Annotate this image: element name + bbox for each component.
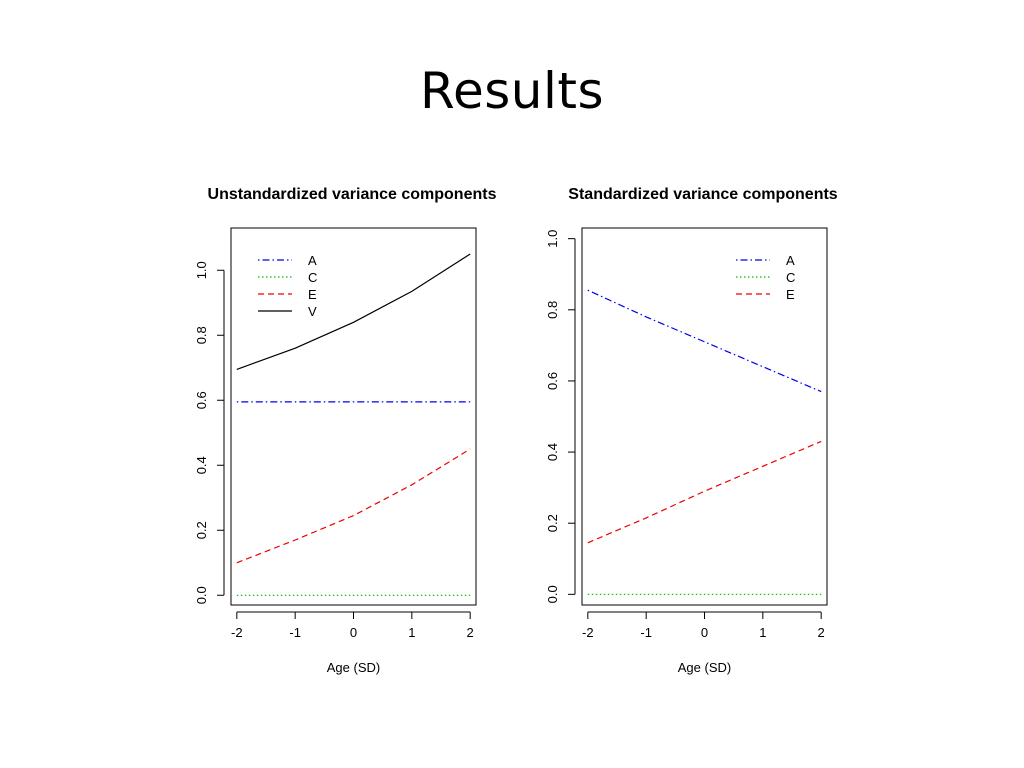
- chart1-legend-label-e: E: [308, 287, 317, 302]
- chart2-x-tick-label: 1: [759, 625, 766, 640]
- chart1-title: Unstandardized variance components: [208, 186, 497, 203]
- chart1-y-tick-label: 0.8: [194, 326, 209, 344]
- chart2-legend-label-e: E: [786, 287, 795, 302]
- chart2-title: Standardized variance components: [568, 186, 838, 203]
- chart2-y-tick-label: 0.8: [545, 301, 560, 319]
- chart1-y-tick-label: 0.0: [194, 586, 209, 604]
- chart1-y-tick-label: 0.6: [194, 391, 209, 409]
- chart2-x-tick-label: 0: [701, 625, 708, 640]
- chart1-x-tick-label: -2: [231, 625, 243, 640]
- chart2-y-tick-label: 0.6: [545, 372, 560, 390]
- chart2-x-tick-label: -1: [640, 625, 652, 640]
- chart1-x-tick-label: 0: [350, 625, 357, 640]
- chart1-x-tick-label: -1: [289, 625, 301, 640]
- slide-title: Results: [419, 62, 605, 120]
- chart2-y-tick-label: 0.4: [545, 443, 560, 461]
- chart2-legend-label-a: A: [786, 253, 795, 268]
- chart1-y-tick-label: 1.0: [194, 261, 209, 279]
- chart1-plot-frame: [230, 227, 477, 606]
- chart1-y-tick-label: 0.4: [194, 456, 209, 474]
- chart2-x-tick-label: 2: [818, 625, 825, 640]
- chart1-y-tick-label: 0.2: [194, 521, 209, 539]
- chart1-series-e-line: [236, 448, 471, 564]
- chart1-legend-label-v: V: [308, 304, 317, 319]
- chart1-legend-label-a: A: [308, 253, 317, 268]
- chart1-x-axis-label: Age (SD): [327, 660, 380, 675]
- chart1-x-tick-label: 2: [467, 625, 474, 640]
- chart2-series-a-line: [587, 289, 822, 393]
- chart2-x-tick-label: -2: [582, 625, 594, 640]
- chart2-y-tick-label: 1.0: [545, 230, 560, 248]
- chart2-plot-frame: [581, 227, 828, 606]
- chart1-x-tick-label: 1: [408, 625, 415, 640]
- chart1-legend-label-c: C: [308, 270, 317, 285]
- chart1-series-v-line: [236, 253, 471, 370]
- chart2-x-axis-label: Age (SD): [678, 660, 731, 675]
- chart2-legend-label-c: C: [786, 270, 795, 285]
- chart2-y-tick-label: 0.0: [545, 585, 560, 603]
- chart2-y-tick-label: 0.2: [545, 514, 560, 532]
- chart2-series-e-line: [587, 440, 822, 544]
